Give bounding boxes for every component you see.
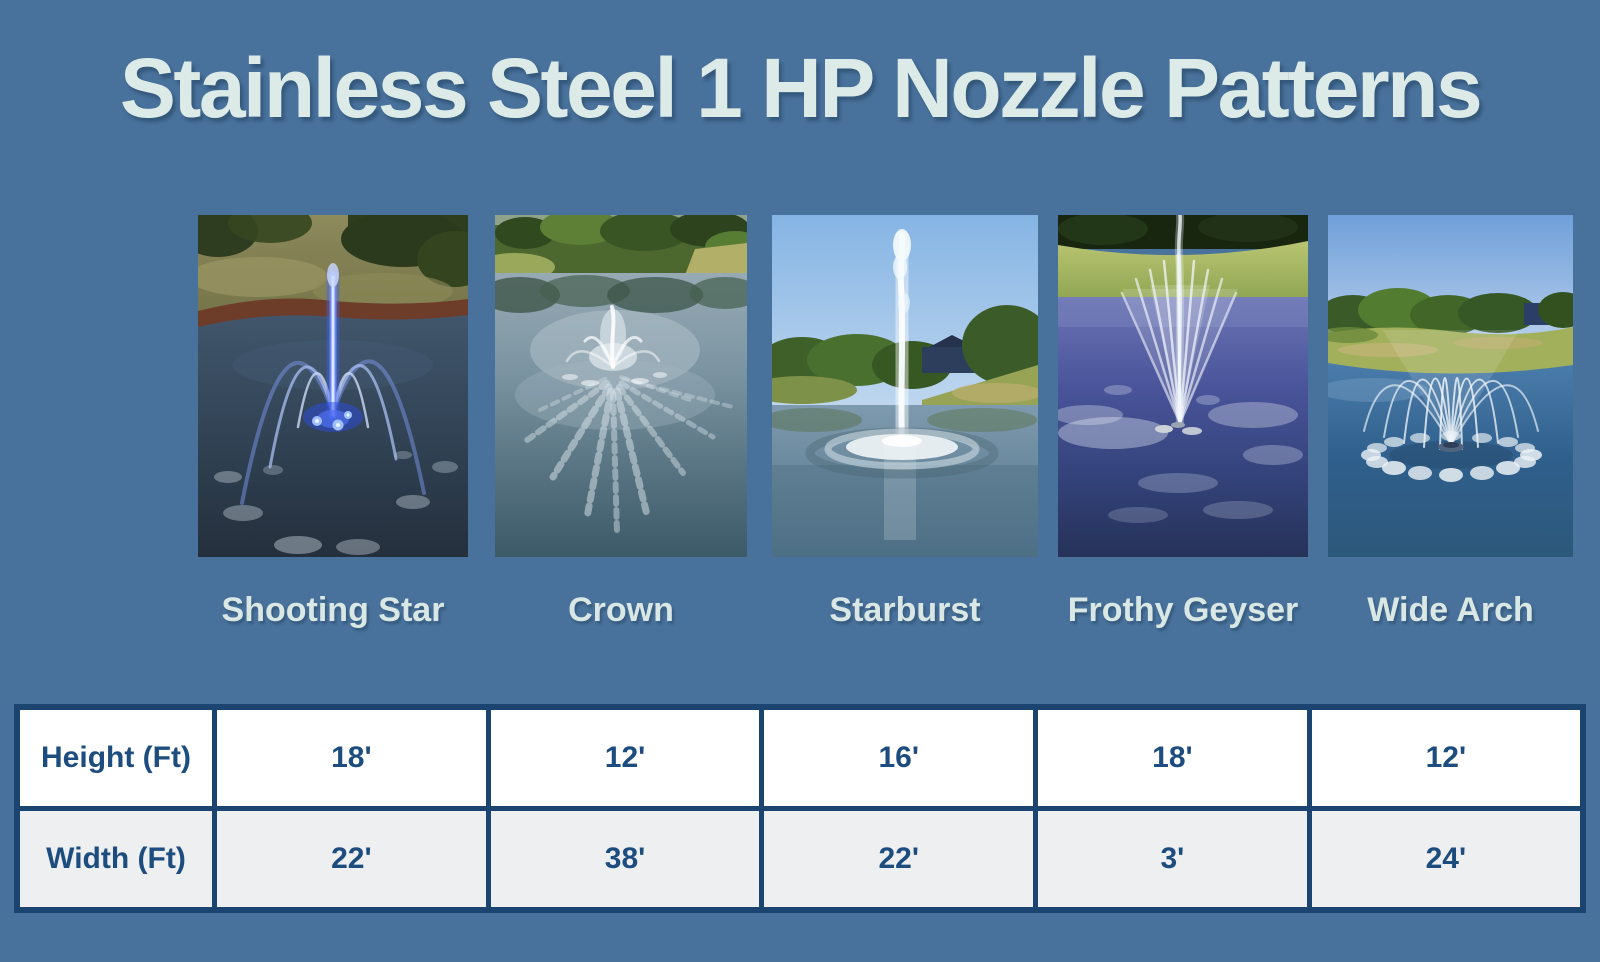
crown-photo-illustration [495,215,747,557]
photo-wide-arch [1328,215,1573,557]
width-value-starburst: 22' [759,806,1039,913]
shooting-star-photo-illustration [198,215,468,557]
width-value-crown: 38' [485,806,765,913]
photo-frothy-geyser [1058,215,1308,557]
starburst-photo-illustration [772,215,1038,557]
height-value-starburst: 16' [759,704,1039,811]
height-value-frothy-geyser: 18' [1033,704,1312,811]
photo-crown [495,215,747,557]
height-value-crown: 12' [485,704,765,811]
page-title: Stainless Steel 1 HP Nozzle Patterns [119,41,1483,135]
spec-table: Height (Ft) 18' 12' 16' 18' 12' Width (F… [14,704,1586,913]
pattern-label-frothy-geyser: Frothy Geyser [1067,591,1299,629]
height-row: Height (Ft) 18' 12' 16' 18' 12' [14,704,1586,811]
pattern-label-shooting-star: Shooting Star [221,591,445,629]
width-value-wide-arch: 24' [1306,806,1586,913]
photo-starburst [772,215,1038,557]
width-value-shooting-star: 22' [212,806,491,913]
frothy-geyser-photo-illustration [1058,215,1308,557]
width-row: Width (Ft) 22' 38' 22' 3' 24' [14,806,1586,913]
pattern-label-crown: Crown [568,591,674,629]
photo-shooting-star [198,215,468,557]
wide-arch-photo-illustration [1328,215,1573,557]
height-value-shooting-star: 18' [212,704,491,811]
height-value-wide-arch: 12' [1306,704,1586,811]
pattern-label-starburst: Starburst [829,591,981,629]
row-header-width: Width (Ft) [14,806,217,913]
row-header-height: Height (Ft) [14,704,217,811]
pattern-label-wide-arch: Wide Arch [1367,591,1534,629]
width-value-frothy-geyser: 3' [1033,806,1312,913]
